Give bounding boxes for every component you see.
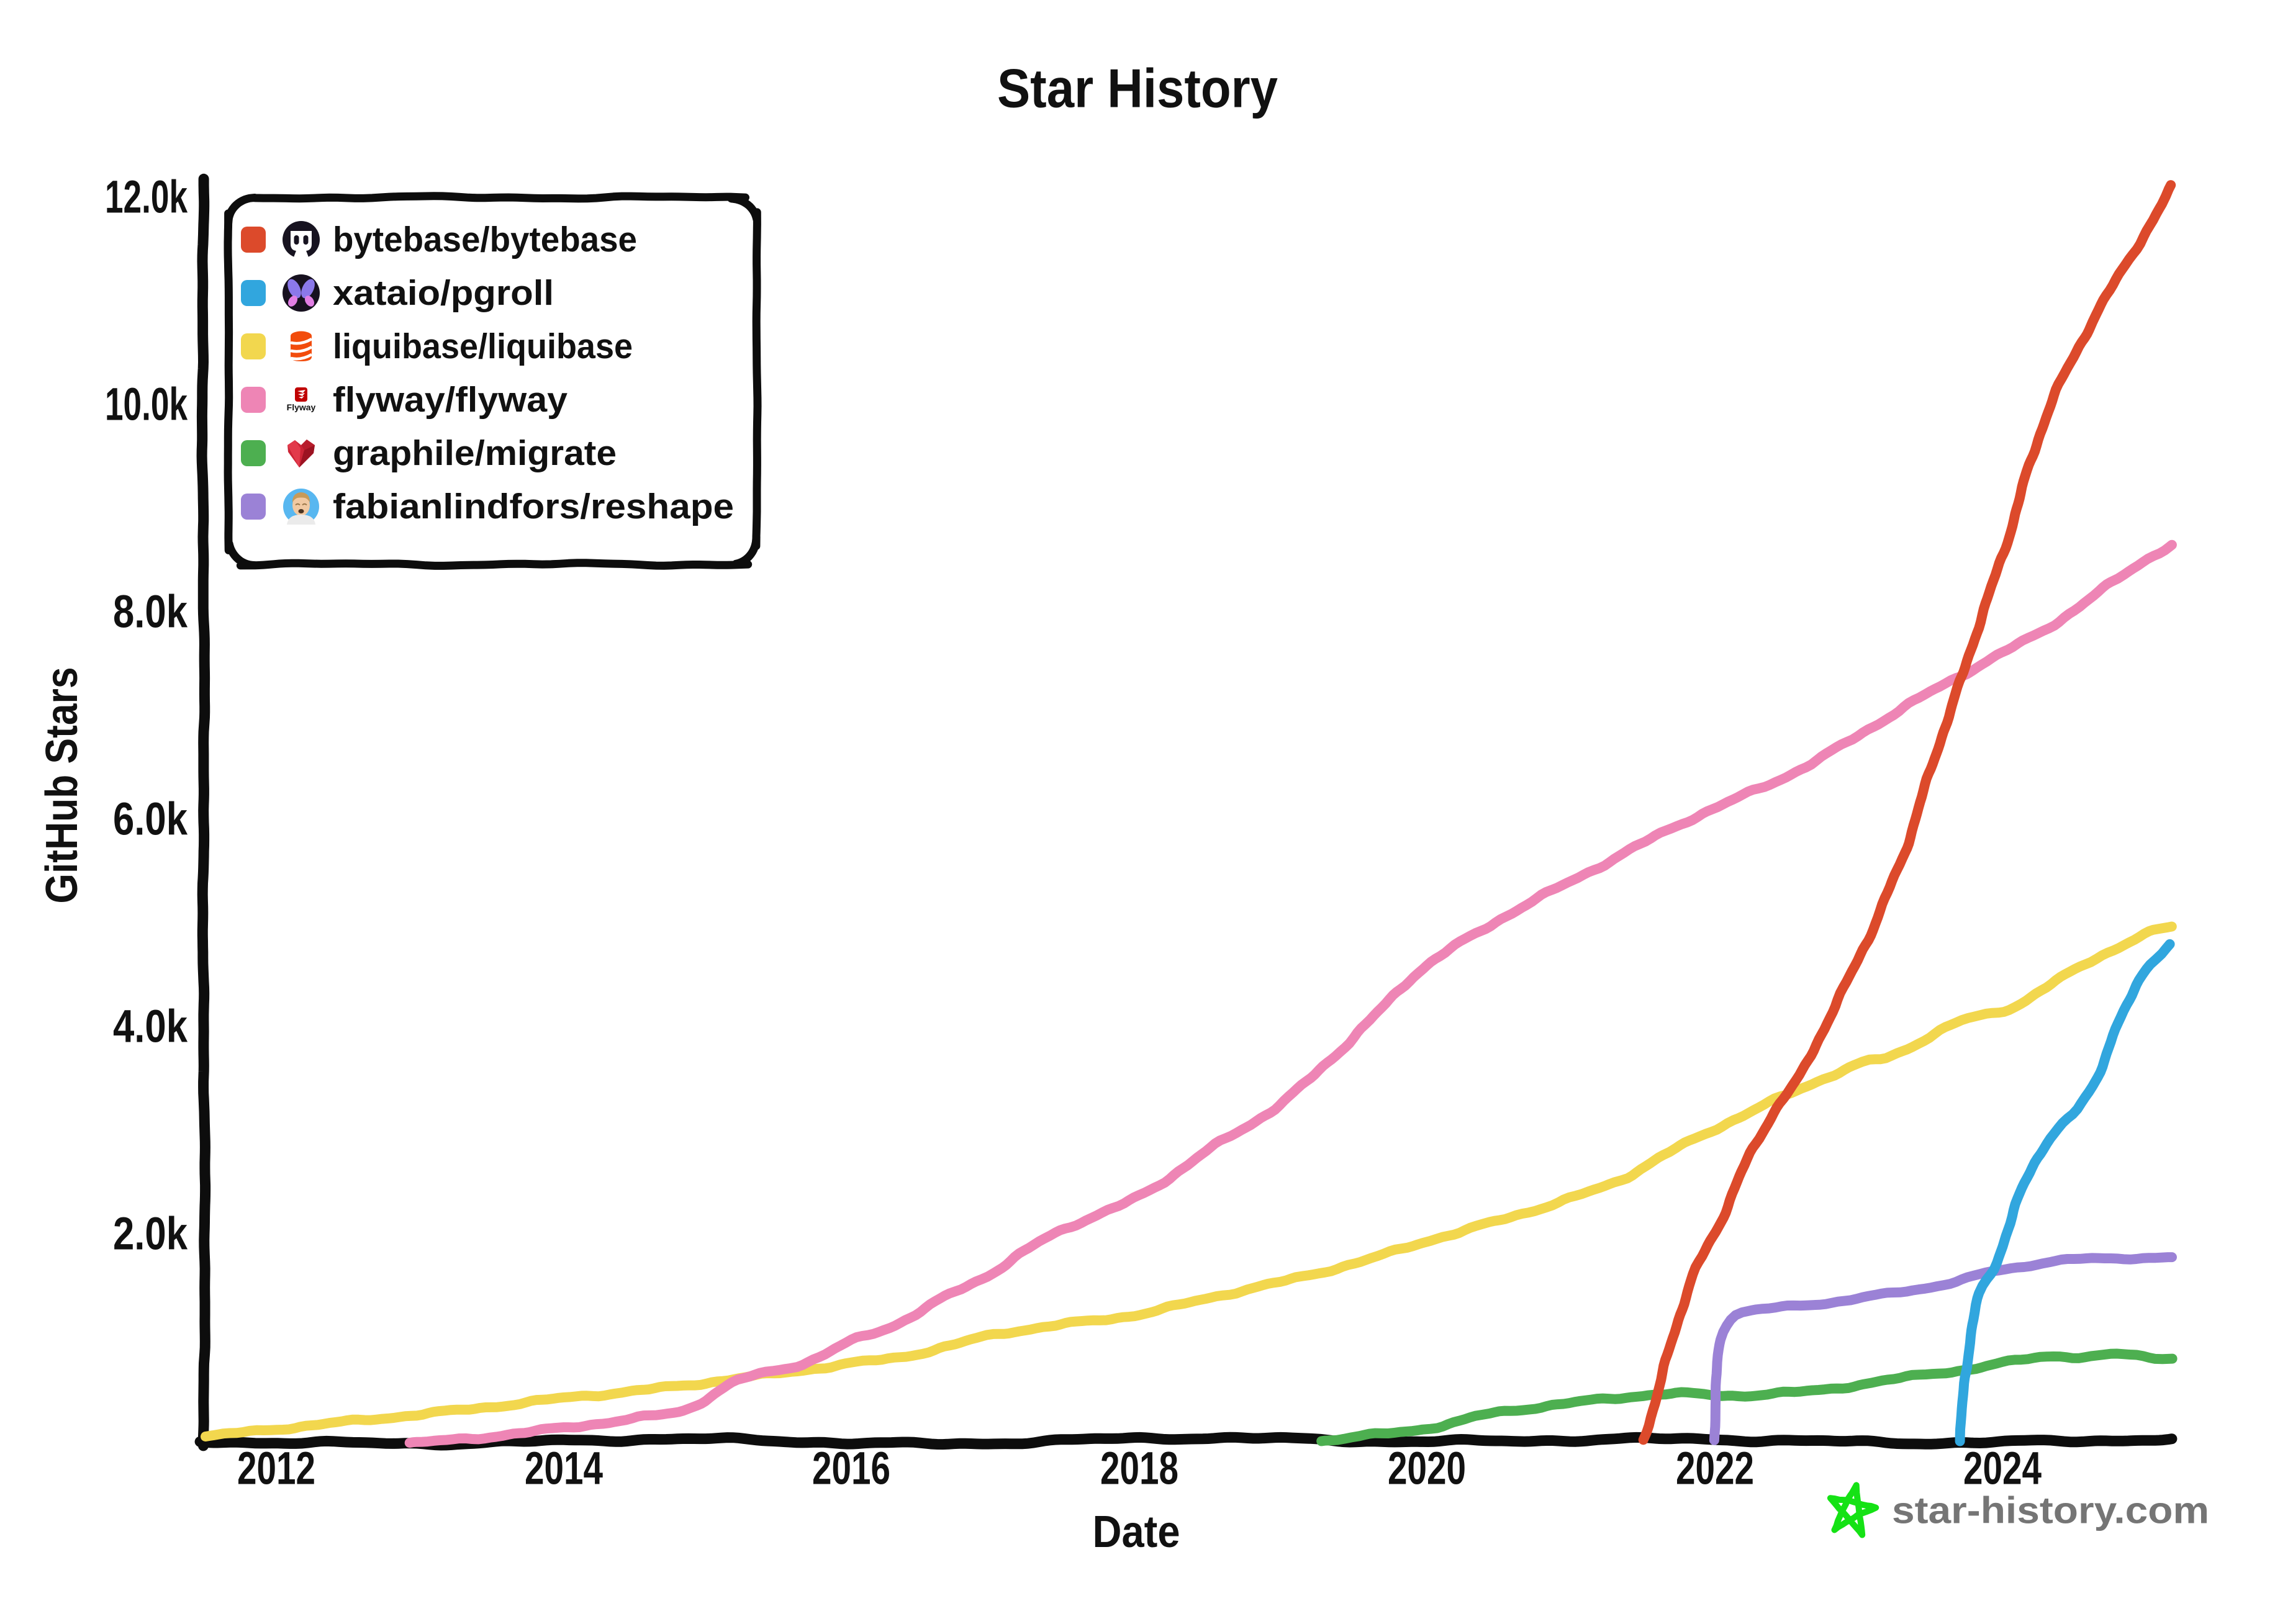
svg-text:Star History: Star History (997, 58, 1278, 119)
svg-text:GitHub Stars: GitHub Stars (37, 667, 87, 904)
svg-text:graphile/migrate: graphile/migrate (333, 433, 617, 473)
svg-text:4.0k: 4.0k (113, 1001, 188, 1052)
svg-text:Flyway: Flyway (287, 402, 316, 412)
svg-text:liquibase/liquibase: liquibase/liquibase (333, 327, 633, 366)
svg-text:2018: 2018 (1100, 1443, 1178, 1494)
svg-text:bytebase/bytebase: bytebase/bytebase (333, 220, 637, 259)
svg-text:2024: 2024 (1963, 1443, 2042, 1494)
svg-text:flyway/flyway: flyway/flyway (333, 380, 568, 420)
svg-text:6.0k: 6.0k (113, 793, 188, 845)
svg-text:12.0k: 12.0k (105, 171, 188, 223)
svg-text:2022: 2022 (1676, 1443, 1754, 1494)
svg-text:Date: Date (1093, 1507, 1180, 1557)
svg-text:2014: 2014 (525, 1443, 603, 1494)
svg-text:10.0k: 10.0k (105, 379, 188, 430)
svg-text:2016: 2016 (812, 1443, 890, 1494)
svg-text:xataio/pgroll: xataio/pgroll (333, 273, 554, 313)
svg-text:fabianlindfors/reshape: fabianlindfors/reshape (333, 487, 734, 526)
svg-text:8.0k: 8.0k (113, 586, 188, 638)
svg-text:star-history.com: star-history.com (1892, 1490, 2209, 1532)
svg-text:2012: 2012 (237, 1443, 315, 1494)
svg-text:2020: 2020 (1388, 1443, 1466, 1494)
svg-text:2.0k: 2.0k (113, 1208, 188, 1260)
